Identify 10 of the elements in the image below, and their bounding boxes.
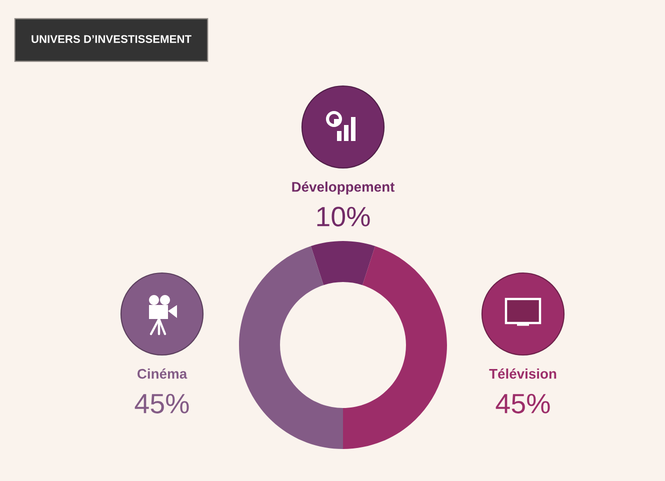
donut-slice [343, 246, 447, 449]
data-label: 45% [496, 394, 550, 414]
donut-slice [239, 246, 343, 449]
data-label: 45% [134, 394, 189, 414]
slice-label: Télévision [489, 368, 556, 379]
donut-slice [310, 241, 376, 286]
chart-title: UNIVERS D’INVESTISSEMENT [32, 35, 192, 43]
data-label: 10% [317, 206, 370, 226]
slice-label: Cinéma [137, 368, 188, 379]
slice-label: Développement [292, 181, 395, 195]
